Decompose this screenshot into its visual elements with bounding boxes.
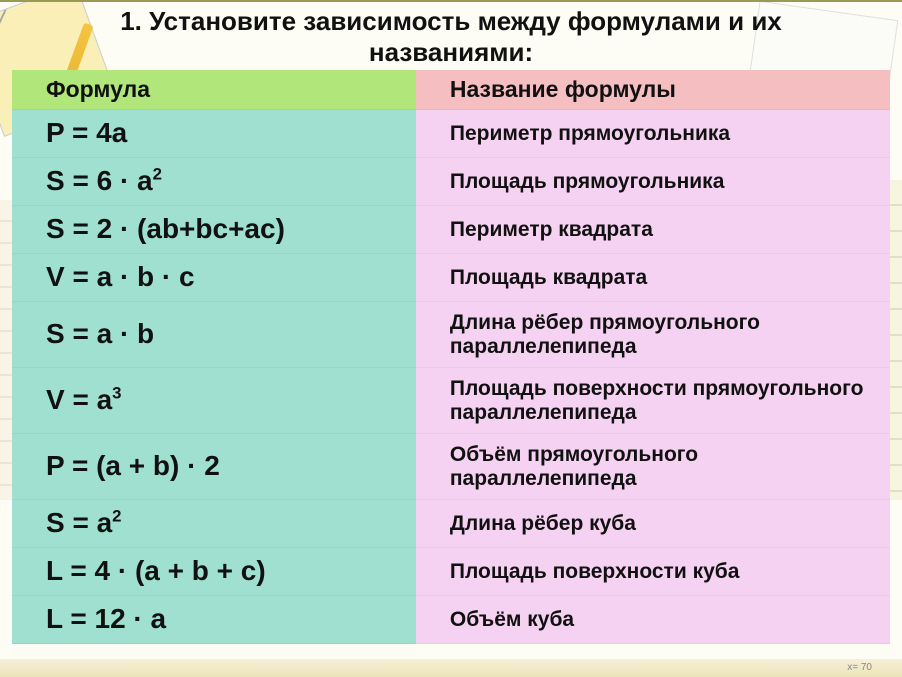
table-row: V = a3Площадь поверхности прямоугольного… [12, 368, 890, 434]
table-row: L = 12 · aОбъём куба [12, 596, 890, 644]
formula-cell: S = a · b [12, 302, 416, 368]
table-row: L = 4 · (a + b + c)Площадь поверхности к… [12, 548, 890, 596]
name-cell: Длина рёбер прямоугольного параллелепипе… [416, 302, 890, 368]
formula-cell: L = 12 · a [12, 596, 416, 644]
formula-cell: S = 2 · (ab+bc+ac) [12, 206, 416, 254]
page-title: 1. Установите зависимость между формулам… [40, 6, 862, 68]
formula-table: Формула Название формулы P = 4aПериметр … [12, 70, 890, 644]
name-cell: Площадь квадрата [416, 254, 890, 302]
table-row: S = 2 · (ab+bc+ac)Периметр квадрата [12, 206, 890, 254]
table-row: S = 6 · a2Площадь прямоугольника [12, 158, 890, 206]
table-header-row: Формула Название формулы [12, 70, 890, 110]
name-cell: Площадь поверхности прямоугольного парал… [416, 368, 890, 434]
name-cell: Длина рёбер куба [416, 500, 890, 548]
formula-cell: P = 4a [12, 110, 416, 158]
table-row: S = a2Длина рёбер куба [12, 500, 890, 548]
formula-cell: L = 4 · (a + b + c) [12, 548, 416, 596]
footer-caption: x= 70 [847, 662, 872, 673]
name-cell: Периметр квадрата [416, 206, 890, 254]
header-formula: Формула [12, 70, 416, 110]
table-row: V = a · b · cПлощадь квадрата [12, 254, 890, 302]
name-cell: Объём куба [416, 596, 890, 644]
table-row: S = a · bДлина рёбер прямоугольного пара… [12, 302, 890, 368]
formula-cell: S = a2 [12, 500, 416, 548]
header-name: Название формулы [416, 70, 890, 110]
formula-cell: S = 6 · a2 [12, 158, 416, 206]
title-area: 1. Установите зависимость между формулам… [0, 0, 902, 70]
name-cell: Площадь прямоугольника [416, 158, 890, 206]
table-body: P = 4aПериметр прямоугольникаS = 6 · a2П… [12, 110, 890, 644]
bottom-decoration: x= 70 [0, 659, 902, 677]
top-strip [0, 0, 902, 2]
formula-table-wrap: Формула Название формулы P = 4aПериметр … [12, 70, 890, 644]
name-cell: Периметр прямоугольника [416, 110, 890, 158]
table-row: P = 4aПериметр прямоугольника [12, 110, 890, 158]
formula-cell: V = a · b · c [12, 254, 416, 302]
name-cell: Объём прямоугольного параллелепипеда [416, 434, 890, 500]
formula-cell: P = (a + b) · 2 [12, 434, 416, 500]
table-row: P = (a + b) · 2Объём прямоугольного пара… [12, 434, 890, 500]
right-edge-decoration [890, 180, 902, 500]
formula-cell: V = a3 [12, 368, 416, 434]
name-cell: Площадь поверхности куба [416, 548, 890, 596]
